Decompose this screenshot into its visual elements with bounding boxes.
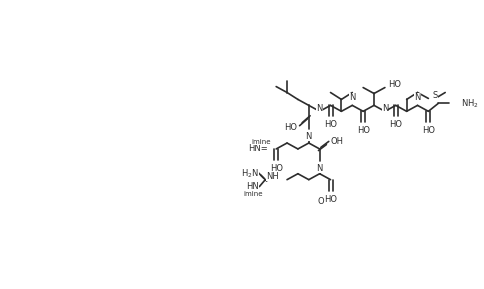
Text: O: O [318, 197, 325, 206]
Text: HO: HO [270, 164, 283, 173]
Text: NH: NH [266, 172, 279, 181]
Text: N: N [349, 93, 355, 102]
Text: N: N [317, 164, 323, 173]
Text: HN=: HN= [248, 144, 268, 153]
Text: H$_2$N: H$_2$N [242, 167, 259, 180]
Text: imine: imine [243, 190, 263, 197]
Text: HN: HN [247, 182, 259, 191]
Text: N: N [382, 104, 388, 113]
Text: HO: HO [284, 123, 297, 132]
Text: S: S [432, 91, 438, 100]
Text: N: N [414, 93, 421, 102]
Text: HO: HO [324, 120, 337, 129]
Text: HO: HO [324, 194, 337, 203]
Text: imine: imine [252, 139, 271, 145]
Text: HO: HO [422, 126, 435, 135]
Text: NH$_2$: NH$_2$ [461, 97, 479, 110]
Text: HO: HO [389, 120, 402, 129]
Text: HO: HO [388, 80, 401, 89]
Text: N: N [317, 104, 323, 113]
Text: N: N [305, 132, 312, 141]
Text: HO: HO [357, 126, 370, 135]
Text: OH: OH [331, 136, 344, 146]
